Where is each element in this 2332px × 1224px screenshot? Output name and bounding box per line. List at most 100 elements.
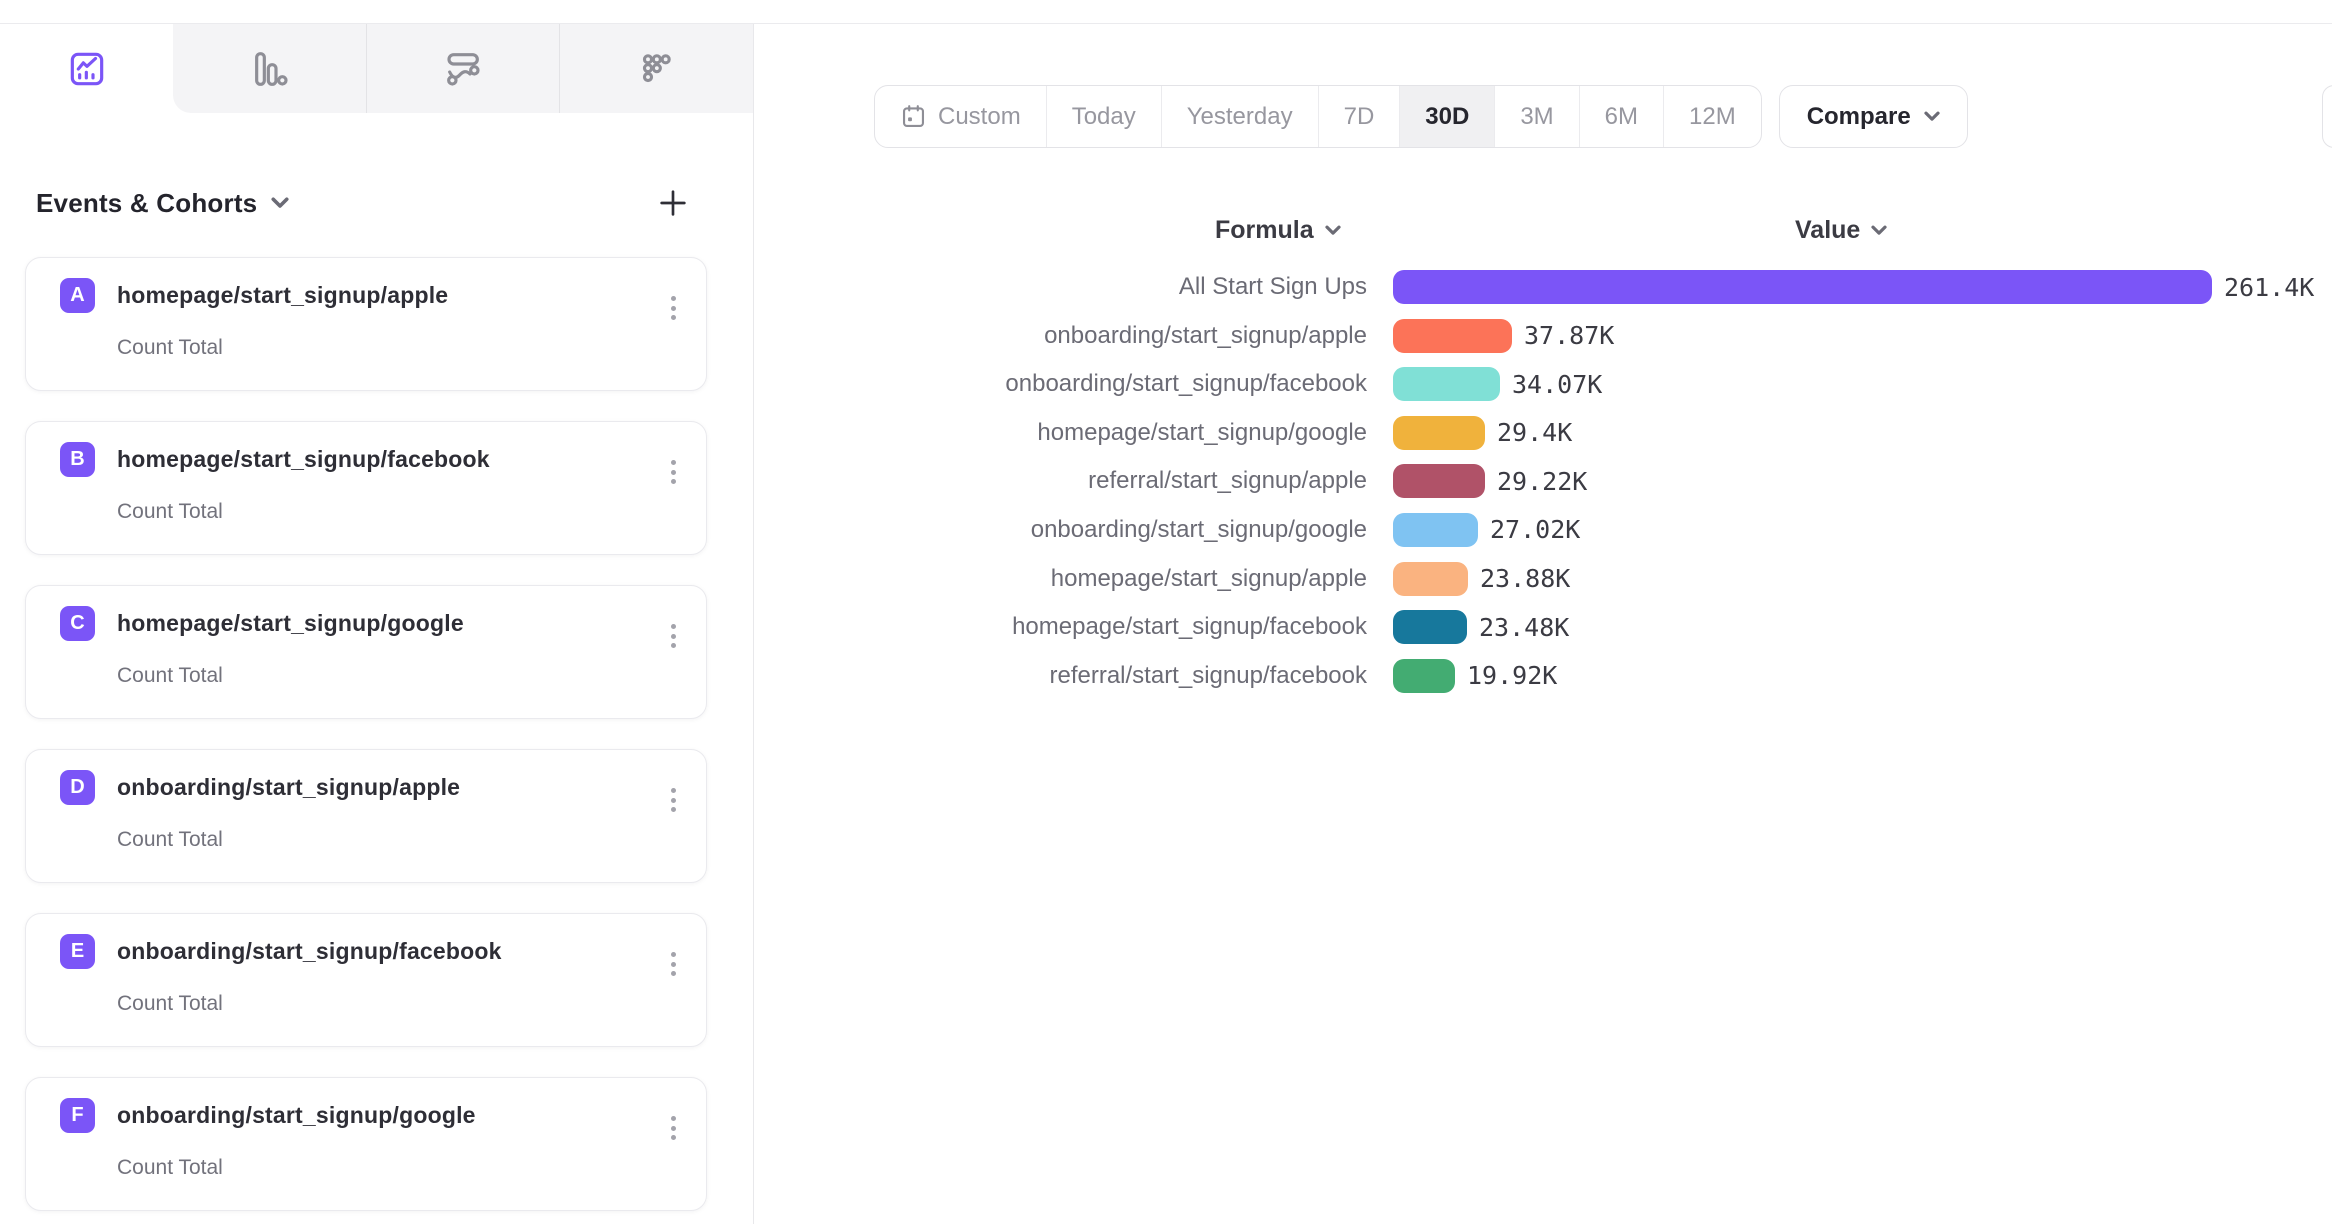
kebab-dot xyxy=(671,633,676,639)
date-range-yesterday[interactable]: Yesterday xyxy=(1160,86,1318,147)
kebab-dot xyxy=(671,961,676,967)
chart-row: onboarding/start_signup/apple 37.87K xyxy=(770,318,2314,353)
kebab-dot xyxy=(671,797,676,803)
event-letter-badge: F xyxy=(60,1098,95,1133)
series-label: All Start Sign Ups xyxy=(1178,273,1367,300)
series-bar[interactable] xyxy=(1393,318,1512,353)
series-label: onboarding/start_signup/apple xyxy=(1044,321,1367,349)
series-bar[interactable] xyxy=(1393,270,2212,304)
inactive-tabs-group xyxy=(173,24,753,113)
chart-row: homepage/start_signup/google 29.4K xyxy=(770,415,2314,450)
series-label: homepage/start_signup/apple xyxy=(1050,564,1367,592)
series-bar[interactable] xyxy=(1393,512,1478,547)
kebab-dot xyxy=(671,479,676,484)
event-options-kebab-icon[interactable] xyxy=(667,620,680,652)
event-options-kebab-icon[interactable] xyxy=(667,292,680,324)
tab-retention[interactable] xyxy=(559,24,753,113)
series-value: 27.02K xyxy=(1490,515,1581,545)
event-letter-badge: B xyxy=(60,442,95,477)
series-value: 37.87K xyxy=(1524,321,1615,351)
chart-row: referral/start_signup/facebook 19.92K xyxy=(770,658,2314,693)
kebab-dot xyxy=(671,1116,676,1121)
event-metric: Count Total xyxy=(117,992,223,1015)
date-range-3m[interactable]: 3M xyxy=(1494,86,1578,147)
event-options-kebab-icon[interactable] xyxy=(667,1112,680,1144)
event-name: homepage/start_signup/apple xyxy=(117,282,449,308)
report-type-tabbar xyxy=(0,24,753,113)
insights-line-chart-icon xyxy=(70,52,103,85)
chevron-down-icon xyxy=(271,197,289,208)
calendar-icon xyxy=(902,105,925,128)
formula-header-label: Formula xyxy=(1215,216,1314,244)
series-bar[interactable] xyxy=(1393,610,1467,645)
date-range-custom[interactable]: Custom xyxy=(875,86,1046,147)
date-range-label: 6M xyxy=(1604,102,1638,130)
date-range-12m[interactable]: 12M xyxy=(1663,86,1761,147)
series-value: 261.4K xyxy=(2224,272,2315,302)
bar-chart-icon xyxy=(255,51,288,86)
chevron-down-icon xyxy=(1325,225,1341,235)
event-options-kebab-icon[interactable] xyxy=(667,456,680,488)
tab-flows[interactable] xyxy=(365,24,560,113)
value-column-dropdown[interactable]: Value xyxy=(1795,216,1887,245)
event-name: homepage/start_signup/google xyxy=(117,610,464,636)
kebab-dot xyxy=(671,315,676,320)
kebab-dot xyxy=(671,1135,676,1140)
date-range-6m[interactable]: 6M xyxy=(1578,86,1663,147)
tab-funnels[interactable] xyxy=(173,24,366,113)
top-divider xyxy=(0,23,2332,24)
series-value: 23.88K xyxy=(1480,564,1571,594)
plus-icon xyxy=(660,190,686,216)
date-range-today[interactable]: Today xyxy=(1045,86,1161,147)
series-label: referral/start_signup/apple xyxy=(1088,467,1367,495)
event-options-kebab-icon[interactable] xyxy=(667,784,680,816)
bar-chart: All Start Sign Ups 261.4K onboarding/start… xyxy=(770,270,2314,707)
date-range-label: 3M xyxy=(1520,102,1554,130)
series-label: homepage/start_signup/google xyxy=(1037,418,1367,446)
chart-row: onboarding/start_signup/google 27.02K xyxy=(770,512,2314,547)
event-metric: Count Total xyxy=(117,500,223,523)
date-range-7d[interactable]: 7D xyxy=(1317,86,1400,147)
chevron-down-icon xyxy=(1924,111,1940,121)
series-bar[interactable] xyxy=(1393,561,1468,596)
events-cohorts-title: Events & Cohorts xyxy=(36,187,258,218)
retention-dots-icon xyxy=(642,53,671,82)
event-options-kebab-icon[interactable] xyxy=(667,948,680,980)
tab-insights[interactable] xyxy=(0,24,173,113)
series-bar[interactable] xyxy=(1393,464,1485,499)
add-event-button[interactable] xyxy=(657,187,689,219)
clipped-right-button[interactable] xyxy=(2322,85,2332,148)
event-letter-badge: D xyxy=(60,770,95,805)
event-metric: Count Total xyxy=(117,664,223,687)
kebab-dot xyxy=(671,305,676,311)
event-name: onboarding/start_signup/apple xyxy=(117,774,461,800)
events-cohorts-dropdown[interactable]: Events & Cohorts xyxy=(36,188,289,219)
date-range-control: Custom Today Yesterday 7D 30D 3M 6M 12M xyxy=(874,85,1762,148)
series-label: homepage/start_signup/facebook xyxy=(1012,613,1367,641)
chevron-down-icon xyxy=(1871,225,1887,235)
series-label: referral/start_signup/facebook xyxy=(1049,661,1367,689)
kebab-dot xyxy=(671,807,676,812)
formula-column-dropdown[interactable]: Formula xyxy=(1215,216,1341,245)
series-bar[interactable] xyxy=(1393,658,1455,693)
date-range-30d[interactable]: 30D xyxy=(1399,86,1495,147)
series-bar[interactable] xyxy=(1393,367,1500,402)
event-metric: Count Total xyxy=(117,336,223,359)
compare-label: Compare xyxy=(1806,102,1911,130)
compare-button[interactable]: Compare xyxy=(1778,85,1968,148)
series-bar[interactable] xyxy=(1393,415,1485,450)
date-range-label: Today xyxy=(1071,102,1136,130)
